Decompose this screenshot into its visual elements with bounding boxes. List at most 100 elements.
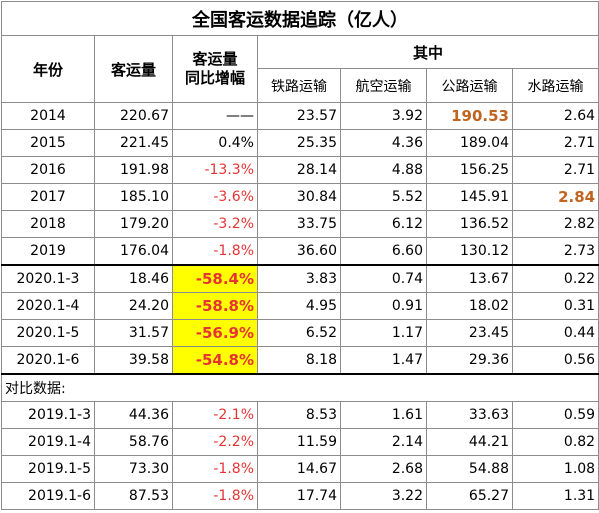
cell-rail: 30.84 [257, 183, 341, 211]
cell-rail: 11.59 [257, 428, 341, 456]
table-row: 2019.1-4 58.76 -2.2% 11.59 2.14 44.21 0.82 [1, 428, 599, 456]
table-title: 全国客运数据追踪（亿人） [0, 1, 599, 36]
table-row: 2016 191.98 -13.3% 28.14 4.88 156.25 2.71 [1, 156, 599, 184]
table-row: 2020.1-3 18.46 -58.4% 3.83 0.74 13.67 0.22 [1, 264, 599, 293]
cell-period: 2015 [1, 129, 95, 157]
cell-air: 6.60 [340, 237, 427, 266]
cell-period: 2019.1-5 [1, 455, 95, 483]
cell-rail: 23.57 [257, 102, 341, 130]
table-row: 2020.1-4 24.20 -58.8% 4.95 0.91 18.02 0.31 [1, 292, 599, 320]
cell-yoy: -56.9% [172, 319, 258, 347]
cell-water: 0.59 [511, 401, 599, 429]
cell-air: 4.36 [340, 129, 427, 157]
cell-water: 0.56 [511, 346, 599, 375]
cell-air: 1.61 [340, 401, 427, 429]
cell-period: 2019.1-6 [1, 482, 95, 510]
cell-road: 18.02 [426, 292, 513, 320]
cell-period: 2017 [1, 183, 95, 211]
cell-yoy: 0.4% [172, 129, 258, 157]
cell-water: 0.44 [511, 319, 599, 347]
cell-air: 0.91 [340, 292, 427, 320]
cell-rail: 3.83 [257, 264, 341, 293]
cell-yoy: -13.3% [172, 156, 258, 184]
cell-air: 3.22 [340, 482, 427, 510]
cell-volume: 31.57 [94, 319, 173, 347]
cell-period: 2020.1-4 [1, 292, 95, 320]
cell-period: 2019.1-3 [1, 401, 95, 429]
cell-rail: 17.74 [257, 482, 341, 510]
cell-rail: 4.95 [257, 292, 341, 320]
cell-road: 130.12 [426, 237, 513, 266]
cell-air: 5.52 [340, 183, 427, 211]
cell-volume: 24.20 [94, 292, 173, 320]
cell-air: 4.88 [340, 156, 427, 184]
cell-air: 3.92 [340, 102, 427, 130]
cell-road: 54.88 [426, 455, 513, 483]
cell-road: 65.27 [426, 482, 513, 510]
cell-water: 0.22 [511, 264, 599, 293]
cell-water: 0.82 [511, 428, 599, 456]
header-group: 其中 [256, 35, 599, 69]
table-row: 2017 185.10 -3.6% 30.84 5.52 145.91 2.84 [1, 183, 599, 211]
table-row: 2014 220.67 —— 23.57 3.92 190.53 2.64 [1, 102, 599, 130]
cell-air: 1.47 [340, 346, 427, 375]
cell-road: 189.04 [426, 129, 513, 157]
header-volume: 客运量 [94, 35, 173, 103]
cell-period: 2014 [1, 102, 95, 130]
cell-water: 1.31 [511, 482, 599, 510]
cell-road: 13.67 [426, 264, 513, 293]
cell-volume: 176.04 [94, 237, 173, 266]
header-water: 水路运输 [511, 68, 599, 103]
cell-yoy: -54.8% [172, 346, 258, 375]
cell-period: 2020.1-3 [1, 264, 95, 293]
cell-volume: 39.58 [94, 346, 173, 375]
cell-volume: 58.76 [94, 428, 173, 456]
table-row: 2019.1-5 73.30 -1.8% 14.67 2.68 54.88 1.08 [1, 455, 599, 483]
cell-water: 2.64 [511, 102, 599, 130]
table-row: 2019.1-3 44.36 -2.1% 8.53 1.61 33.63 0.59 [1, 401, 599, 429]
cell-air: 2.14 [340, 428, 427, 456]
cell-yoy: -2.1% [172, 401, 258, 429]
cell-air: 6.12 [340, 210, 427, 238]
cell-rail: 8.53 [257, 401, 341, 429]
cell-road: 44.21 [426, 428, 513, 456]
cell-yoy: -3.6% [172, 183, 258, 211]
cell-road: 33.63 [426, 401, 513, 429]
cell-yoy: -58.4% [172, 264, 258, 293]
header-rail: 铁路运输 [257, 68, 341, 103]
cell-rail: 6.52 [257, 319, 341, 347]
cell-volume: 87.53 [94, 482, 173, 510]
cell-water: 1.08 [511, 455, 599, 483]
ytd-2020-section: 2020.1-3 18.46 -58.4% 3.83 0.74 13.67 0.22 2020… [1, 264, 599, 375]
cell-water: 2.71 [511, 156, 599, 184]
cell-period: 2020.1-5 [1, 319, 95, 347]
table-row: 2015 221.45 0.4% 25.35 4.36 189.04 2.71 [1, 129, 599, 157]
table-row: 2020.1-6 39.58 -54.8% 8.18 1.47 29.36 0.56 [1, 346, 599, 375]
cell-yoy: -1.8% [172, 237, 258, 266]
table-row: 2018 179.20 -3.2% 33.75 6.12 136.52 2.82 [1, 210, 599, 238]
header-road: 公路运输 [426, 68, 513, 103]
cell-volume: 44.36 [94, 401, 173, 429]
cell-yoy: -2.2% [172, 428, 258, 456]
cell-rail: 14.67 [257, 455, 341, 483]
cell-yoy: -58.8% [172, 292, 258, 320]
cell-period: 2019 [1, 237, 95, 266]
header-yoy: 客运量 同比增幅 [172, 35, 258, 103]
cell-air: 0.74 [340, 264, 427, 293]
cell-water: 2.73 [511, 237, 599, 266]
table-row: 2019 176.04 -1.8% 36.60 6.60 130.12 2.73 [1, 237, 599, 266]
cell-road: 136.52 [426, 210, 513, 238]
cell-road: 23.45 [426, 319, 513, 347]
cell-road: 156.25 [426, 156, 513, 184]
cell-road: 190.53 [426, 102, 513, 130]
table-row: 2020.1-5 31.57 -56.9% 6.52 1.17 23.45 0.44 [1, 319, 599, 347]
cell-period: 2020.1-6 [1, 346, 95, 375]
cell-water: 2.71 [511, 129, 599, 157]
cell-yoy: -1.8% [172, 455, 258, 483]
cell-rail: 8.18 [257, 346, 341, 375]
cell-rail: 25.35 [257, 129, 341, 157]
cell-yoy: -3.2% [172, 210, 258, 238]
cell-volume: 220.67 [94, 102, 173, 130]
table-row: 2019.1-6 87.53 -1.8% 17.74 3.22 65.27 1.31 [1, 482, 599, 510]
